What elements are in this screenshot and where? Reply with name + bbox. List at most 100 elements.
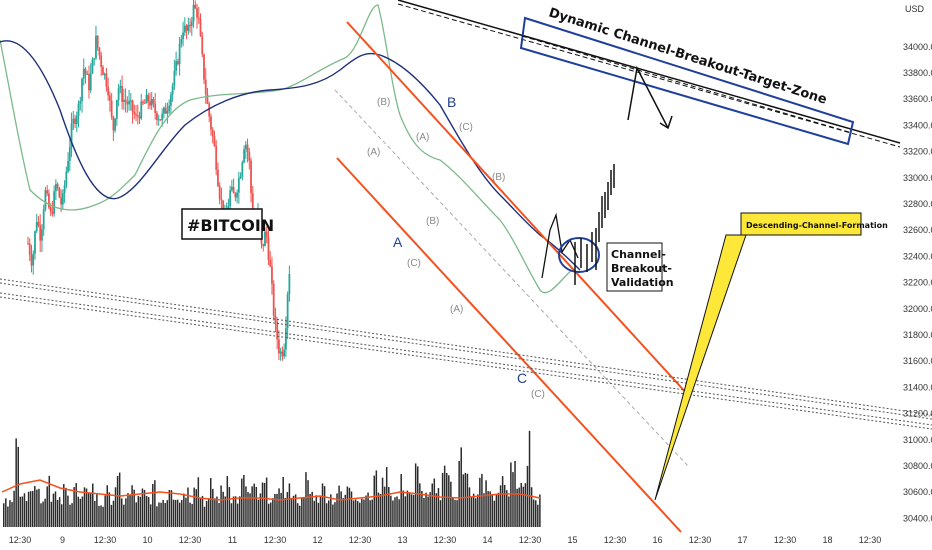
volume-bar [501, 476, 504, 527]
volume-bar [462, 474, 465, 527]
volume-bar [381, 477, 384, 527]
candle-body [185, 25, 188, 31]
wave-label-minor-1: (A) [367, 147, 380, 158]
candle-body [41, 229, 43, 241]
candle-body [49, 207, 52, 212]
candle-body [210, 116, 212, 130]
volume-bar [63, 484, 65, 527]
candle-body [176, 61, 179, 65]
projection-arrowhead [659, 115, 673, 130]
candle-body [138, 116, 141, 119]
volume-bar [274, 493, 276, 527]
candle-body [84, 68, 87, 75]
candle-body [189, 24, 191, 27]
candle-body [220, 199, 223, 201]
volume-bar [114, 487, 117, 527]
volume-bar [67, 495, 69, 527]
ticker-label-box [181, 208, 263, 240]
candle-body [131, 100, 134, 113]
wave-label-minor-2: (B) [377, 97, 390, 108]
volume-bar [470, 497, 473, 527]
volume-bar [259, 493, 262, 527]
candle-body [204, 79, 207, 95]
volume-bar [54, 491, 57, 527]
volume-bar [528, 430, 531, 527]
time-tick-label: 12:30 [9, 535, 32, 545]
price-tick-label: 30600.0 [903, 487, 932, 497]
volume-bar [315, 495, 318, 527]
resistance-line-solid [397, 0, 901, 144]
volume-bar [388, 487, 390, 527]
volume-bar [9, 500, 11, 527]
candle-body [61, 193, 64, 205]
candle-body [39, 225, 42, 241]
volume-bar [241, 478, 243, 527]
wave-label-minor-6: (C) [459, 122, 473, 133]
volume-bar [340, 491, 342, 527]
candle-body [217, 169, 219, 186]
volume-bar [123, 504, 125, 527]
volume-bar [458, 461, 460, 527]
candle-body [140, 101, 143, 119]
volume-bar [230, 503, 233, 527]
volume-bar [96, 494, 98, 527]
volume-bar [485, 480, 487, 527]
breakout-validation-line-2: Breakout- [611, 262, 672, 275]
volume-bar [390, 495, 392, 527]
volume-bar [516, 488, 518, 527]
volume-bar [220, 485, 222, 527]
candle-body [58, 188, 61, 198]
candle-body [143, 102, 146, 104]
currency-label: USD [905, 4, 925, 14]
volume-bar [423, 498, 425, 527]
candle-body [180, 39, 183, 44]
volume-bar [323, 486, 326, 527]
volume-bar [181, 499, 183, 527]
time-tick-label: 13 [397, 535, 407, 545]
time-axis: 12:30 9 12:30 10 12:30 11 12:30 12 12:30 13 12:30 1… [9, 535, 882, 545]
volume-bar [346, 486, 349, 527]
volume-bar [489, 491, 491, 527]
candle-body [243, 149, 245, 163]
volume-bar [334, 502, 336, 527]
volume-bar [214, 498, 216, 527]
volume-bar [506, 490, 508, 527]
volume-bar [456, 500, 458, 527]
volume-bar [305, 472, 307, 527]
volume-bar [154, 480, 156, 527]
volume-bar [257, 499, 260, 527]
volume-bar [499, 485, 502, 527]
time-tick-label: 12:30 [349, 535, 372, 545]
wave-label-major-a: A [393, 234, 403, 250]
candle-body [79, 101, 82, 104]
breakout-validation-line-3: Validation [611, 276, 674, 289]
candle-body [241, 162, 244, 177]
wave-label-minor-8: (A) [450, 304, 463, 315]
time-tick-label: 16 [652, 535, 662, 545]
candle-body [178, 43, 181, 65]
candle-body [157, 119, 160, 121]
candle-body [183, 25, 186, 33]
volume-bar [234, 496, 237, 527]
volume-bar [89, 493, 92, 527]
price-tick-label: 33400.0 [903, 120, 932, 130]
price-axis: 34000.0 33800.0 33600.0 33400.0 33200.0 33000… [903, 42, 932, 524]
volume-bar [65, 487, 67, 527]
volume-bar [445, 473, 448, 527]
candle-body [48, 193, 50, 208]
volume-bar [152, 483, 154, 527]
volume-bar [375, 470, 378, 527]
volume-bar [102, 506, 104, 527]
volume-bar [429, 492, 431, 527]
volume-bar [350, 491, 353, 527]
candle-body [32, 253, 35, 266]
volume-bar [276, 493, 278, 527]
time-tick-label: 15 [567, 535, 577, 545]
volume-bar [392, 500, 394, 527]
volume-bar [60, 504, 63, 527]
candle-body [86, 73, 89, 75]
volume-bar [439, 500, 442, 527]
price-tick-label: 33200.0 [903, 147, 932, 157]
volume-bar [491, 493, 494, 527]
